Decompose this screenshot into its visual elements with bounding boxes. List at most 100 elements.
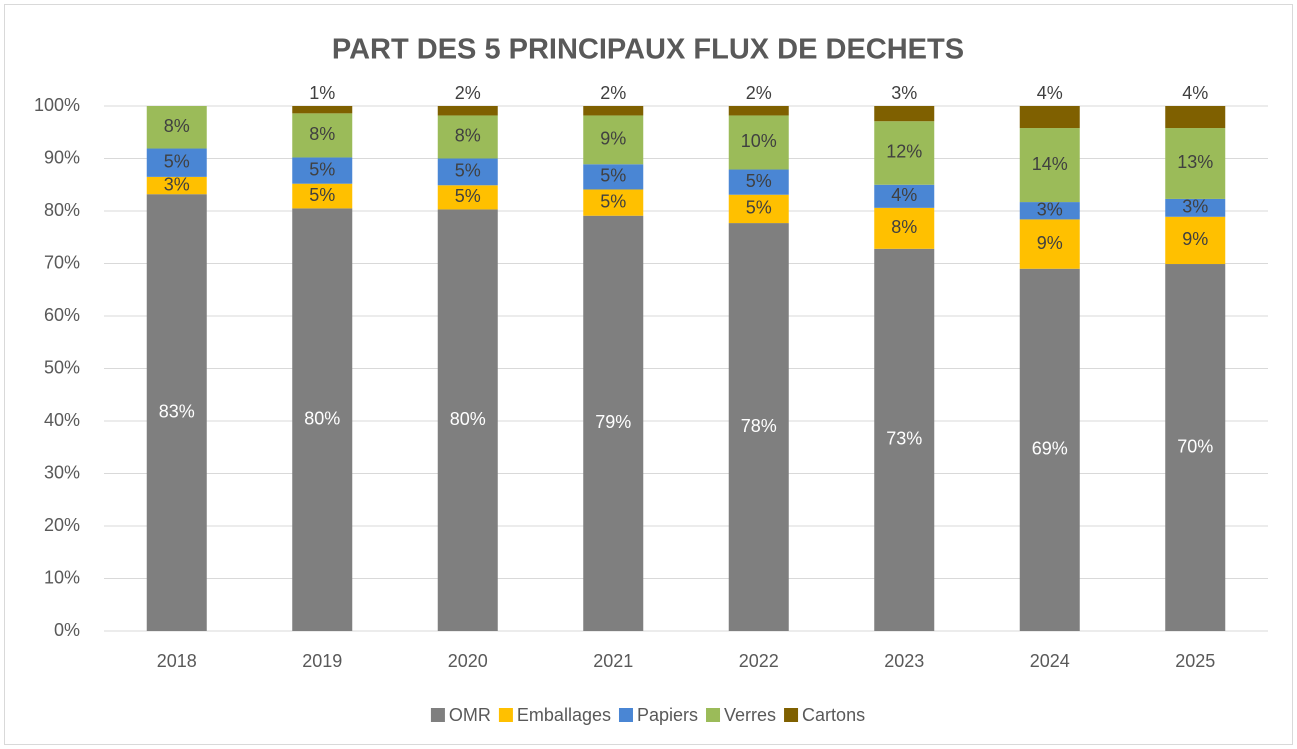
data-label: 78%: [741, 416, 777, 436]
bar-segment: [1019, 268, 1080, 631]
data-label: 5%: [746, 198, 772, 218]
bar-segment: [1165, 216, 1226, 265]
y-tick-label: 50%: [44, 357, 80, 377]
data-label: 1%: [309, 83, 335, 103]
legend-label: Verres: [724, 705, 776, 725]
legend-swatch: [784, 708, 799, 722]
x-tick-label: 2025: [1175, 651, 1215, 671]
x-tick-label: 2019: [302, 651, 342, 671]
data-label: 5%: [309, 185, 335, 205]
data-label: 8%: [164, 116, 190, 136]
bar-segment: [146, 148, 207, 177]
legend-label: Cartons: [802, 705, 865, 725]
bar-segment: [437, 158, 498, 186]
chart-title: PART DES 5 PRINCIPAUX FLUX DE DECHETS: [332, 34, 964, 66]
bar-segment: [583, 115, 644, 165]
x-tick-label: 2022: [739, 651, 779, 671]
data-label: 12%: [886, 142, 922, 162]
data-label: 2%: [455, 83, 481, 103]
bar-segment: [1019, 128, 1080, 203]
bar-segment: [874, 248, 935, 632]
y-tick-label: 90%: [44, 147, 80, 167]
bar-segment: [437, 115, 498, 159]
bar-segment: [1019, 219, 1080, 269]
data-label: 9%: [1182, 229, 1208, 249]
y-tick-label: 100%: [34, 95, 80, 115]
bar-segment: [728, 115, 789, 170]
bar-segment: [292, 113, 353, 158]
data-label: 79%: [595, 412, 631, 432]
bar-segment: [874, 207, 935, 249]
data-label: 3%: [164, 174, 190, 194]
data-label: 80%: [304, 408, 340, 428]
legend-swatch: [706, 708, 721, 722]
bar-segment: [728, 106, 789, 116]
data-label: 9%: [600, 129, 626, 149]
bar-segment: [583, 164, 644, 190]
bar-segment: [1019, 106, 1080, 129]
x-tick-label: 2024: [1030, 651, 1070, 671]
bar-segment: [292, 183, 353, 209]
bar-segment: [728, 223, 789, 631]
y-tick-label: 10%: [44, 567, 80, 587]
data-label: 4%: [1037, 83, 1063, 103]
data-label: 2%: [746, 83, 772, 103]
bar-segment: [583, 106, 644, 116]
data-label: 3%: [891, 83, 917, 103]
bar-segment: [1165, 264, 1226, 631]
bar-segment: [437, 106, 498, 116]
bar-segment: [1165, 106, 1226, 129]
data-label: 2%: [600, 83, 626, 103]
y-tick-label: 20%: [44, 515, 80, 535]
y-tick-label: 30%: [44, 462, 80, 482]
bar-segment: [874, 121, 935, 185]
y-tick-label: 80%: [44, 200, 80, 220]
data-label: 73%: [886, 429, 922, 449]
data-label: 70%: [1177, 436, 1213, 456]
bar-segment: [292, 106, 353, 114]
bar-segment: [1165, 128, 1226, 199]
bar-segment: [1165, 198, 1226, 217]
bar-segment: [146, 106, 207, 149]
bar-segment: [292, 157, 353, 184]
y-tick-label: 60%: [44, 305, 80, 325]
bar-segment: [146, 176, 207, 195]
bar-segment: [874, 106, 935, 122]
bar-segment: [437, 209, 498, 632]
bar-segment: [583, 189, 644, 216]
data-label: 5%: [164, 151, 190, 171]
bar-segment: [874, 184, 935, 208]
data-label: 8%: [309, 124, 335, 144]
data-label: 5%: [746, 171, 772, 191]
data-label: 3%: [1037, 199, 1063, 219]
x-tick-label: 2018: [157, 651, 197, 671]
legend-swatch: [498, 708, 513, 722]
legend-label: Papiers: [637, 705, 698, 725]
legend-swatch: [618, 708, 633, 722]
data-label: 80%: [450, 409, 486, 429]
data-label: 3%: [1182, 197, 1208, 217]
bar-segment: [146, 194, 207, 631]
bar-segment: [1019, 202, 1080, 220]
bar-segment: [728, 169, 789, 195]
data-label: 5%: [600, 191, 626, 211]
data-label: 5%: [309, 159, 335, 179]
x-tick-label: 2020: [448, 651, 488, 671]
data-label: 8%: [891, 217, 917, 237]
y-tick-label: 0%: [54, 620, 80, 640]
data-label: 5%: [600, 166, 626, 186]
legend-label: OMR: [449, 705, 491, 725]
bar-segment: [292, 208, 353, 631]
legend-label: Emballages: [517, 705, 611, 725]
data-label: 4%: [1182, 83, 1208, 103]
data-label: 10%: [741, 131, 777, 151]
data-label: 69%: [1032, 439, 1068, 459]
bar-segment: [583, 215, 644, 631]
y-tick-label: 70%: [44, 252, 80, 272]
y-tick-label: 40%: [44, 410, 80, 430]
data-label: 5%: [455, 161, 481, 181]
legend-swatch: [430, 708, 445, 722]
x-tick-label: 2021: [593, 651, 633, 671]
data-label: 5%: [455, 186, 481, 206]
